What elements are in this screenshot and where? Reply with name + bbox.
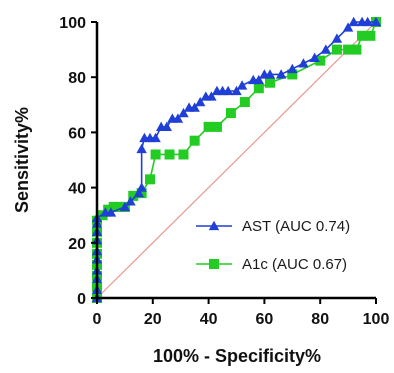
data-point (150, 149, 161, 160)
data-point (125, 196, 136, 206)
data-point (275, 69, 287, 79)
legend: AST (AUC 0.74) A1c (AUC 0.67) (196, 218, 350, 273)
data-point (320, 44, 331, 54)
data-point (203, 121, 214, 132)
x-tick-label: 60 (256, 311, 274, 328)
y-tick-label: 20 (68, 236, 86, 253)
axes: 0 20 40 60 80 100 0 20 40 60 80 100 (59, 15, 389, 328)
data-point (195, 96, 206, 107)
data-point (331, 33, 343, 43)
data-point (351, 44, 362, 55)
data-point (239, 97, 250, 108)
reference-diagonal (96, 21, 377, 299)
data-point (231, 85, 242, 96)
data-point (133, 187, 145, 198)
data-point (342, 22, 354, 32)
data-point (150, 132, 161, 143)
data-point (370, 16, 382, 27)
data-point (357, 30, 368, 41)
data-point (178, 149, 189, 160)
data-point (365, 30, 376, 41)
data-point (309, 52, 320, 63)
data-point (172, 113, 184, 123)
data-point (253, 74, 265, 85)
data-point (189, 135, 200, 146)
x-tick-label: 0 (93, 311, 102, 328)
data-point (189, 102, 200, 112)
data-point (253, 83, 264, 94)
y-tick-label: 60 (68, 125, 86, 142)
data-point (222, 85, 234, 96)
data-point (114, 201, 125, 212)
data-point (105, 207, 117, 217)
data-point (103, 204, 114, 215)
data-point (331, 44, 342, 55)
data-point (178, 107, 189, 118)
data-point (206, 91, 217, 101)
y-tick-label: 40 (68, 181, 86, 198)
data-point (128, 190, 139, 201)
data-point (264, 69, 276, 79)
y-tick-label: 100 (59, 15, 86, 32)
data-point (236, 80, 248, 90)
x-tick-label: 20 (144, 311, 162, 328)
legend-marker (209, 259, 219, 269)
data-point (264, 77, 275, 88)
y-tick-label: 0 (77, 291, 86, 308)
data-point (108, 201, 119, 212)
legend-marker (208, 220, 220, 231)
legend-label: AST (AUC 0.74) (242, 218, 350, 235)
x-tick-label: 40 (200, 311, 218, 328)
legend-item-a1c: A1c (AUC 0.67) (196, 256, 347, 273)
y-tick-label: 80 (68, 70, 86, 87)
y-axis-label: Sensitivity% (12, 107, 32, 213)
data-point (298, 58, 309, 68)
data-point (145, 174, 156, 185)
data-point (287, 69, 298, 80)
data-point (348, 16, 359, 27)
data-point (343, 44, 354, 55)
x-tick-label: 100 (363, 311, 390, 328)
data-point (211, 121, 222, 132)
data-point (136, 182, 147, 192)
data-point (225, 108, 236, 119)
data-point (161, 121, 172, 132)
data-point (362, 16, 373, 27)
legend-item-ast: AST (AUC 0.74) (196, 218, 350, 235)
data-point (136, 143, 147, 154)
data-point (164, 149, 175, 160)
data-point (119, 201, 131, 212)
x-axis-label: 100% - Specificity% (153, 346, 321, 366)
data-point (315, 55, 326, 66)
legend-label: A1c (AUC 0.67) (242, 256, 347, 273)
x-tick-label: 80 (311, 311, 329, 328)
data-point (287, 63, 298, 74)
